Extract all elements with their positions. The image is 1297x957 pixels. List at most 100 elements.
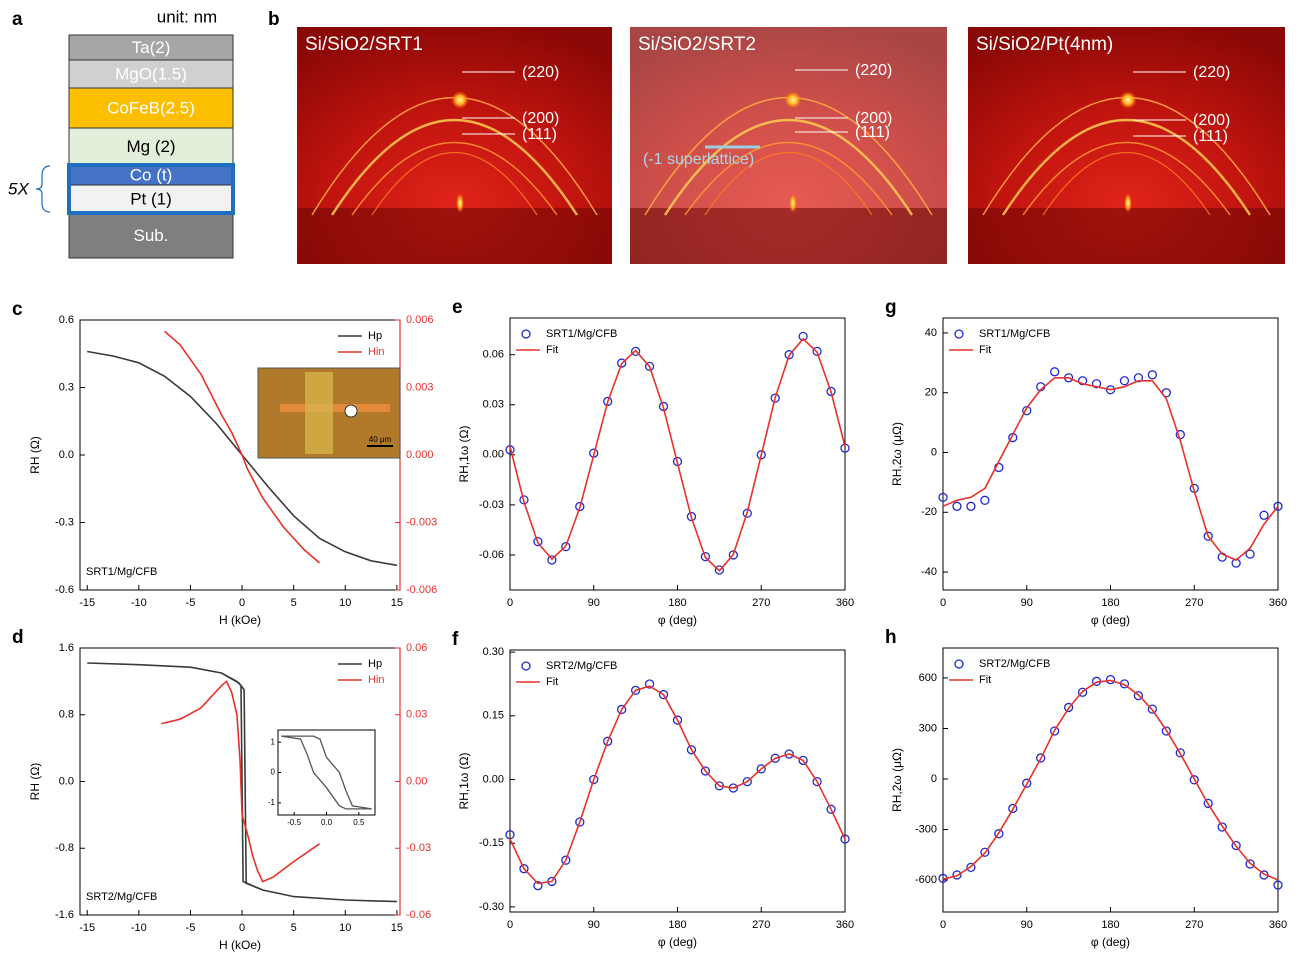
data-point — [1273, 501, 1283, 511]
y-tick-label: 0.0 — [59, 775, 74, 787]
x-tick-label: 270 — [1185, 919, 1203, 931]
data-point — [812, 776, 822, 787]
y-tick-label: 0.6 — [59, 314, 74, 326]
data-point — [1063, 702, 1074, 713]
series-line — [87, 662, 397, 903]
data-point — [966, 501, 976, 511]
series-line — [509, 685, 846, 885]
repeat-label: 5X — [8, 179, 29, 198]
data-point — [742, 776, 752, 787]
x-tick-label: 0 — [940, 597, 946, 609]
data-point — [1105, 385, 1116, 395]
data-point — [1077, 687, 1088, 697]
image-title: Si/SiO2/SRT1 — [305, 34, 423, 55]
peak-label: (200) — [855, 110, 892, 127]
diffraction-ring — [1042, 152, 1211, 216]
y2-tick-label: 0.006 — [406, 314, 434, 326]
x-tick-label: -5 — [186, 922, 196, 934]
legend-label: Hp — [368, 658, 382, 670]
y-tick-label: -0.3 — [55, 516, 74, 528]
y-tick-label: 0.00 — [483, 449, 504, 461]
data-point — [672, 715, 683, 725]
panel-letter: f — [452, 629, 459, 650]
y2-tick-label: 0.06 — [406, 642, 427, 654]
y-tick-label: -600 — [915, 874, 937, 886]
y-tick-label: -0.15 — [479, 837, 504, 849]
data-point — [561, 855, 571, 865]
panel-letter: c — [12, 299, 23, 320]
panel-annotation: SRT1/Mg/CFB — [86, 566, 157, 578]
x-tick-label: 270 — [1185, 597, 1203, 609]
y-axis-label: RH,2ω (μΩ) — [890, 422, 904, 486]
layer — [68, 34, 234, 61]
x-tick-label: 15 — [391, 597, 403, 609]
x-tick-label: 0 — [940, 919, 946, 931]
data-point — [798, 755, 808, 766]
y-tick-label: -0.03 — [479, 499, 504, 511]
data-point — [700, 551, 711, 562]
y2-tick-label: 0.003 — [406, 381, 434, 393]
x-axis-label: φ (deg) — [658, 935, 697, 949]
legend-label: Hp — [368, 330, 382, 342]
shadow-edge — [630, 208, 947, 264]
data-point — [784, 749, 794, 759]
data-point — [714, 565, 725, 575]
y-tick-label: 0.3 — [59, 381, 74, 393]
series-line — [942, 679, 1279, 881]
y-axis-label: RH,1ω (Ω) — [457, 425, 471, 482]
y-tick-label: 0.06 — [483, 349, 504, 361]
specular-spot — [789, 193, 797, 213]
series-line — [161, 680, 320, 883]
data-point — [770, 393, 780, 403]
data-point — [505, 830, 515, 840]
y-tick-label: -0.30 — [479, 901, 504, 913]
shadow-edge — [297, 208, 612, 264]
data-point — [952, 870, 962, 880]
data-point — [603, 736, 613, 746]
legend-label: SRT1/Mg/CFB — [546, 328, 617, 340]
y-tick-label: 300 — [919, 722, 937, 734]
legend-label: Fit — [979, 674, 991, 686]
data-point — [1008, 803, 1018, 814]
y-axis-label: RH (Ω) — [28, 436, 42, 474]
data-point — [561, 541, 571, 552]
data-point — [1105, 675, 1116, 685]
x-tick-label: 10 — [339, 922, 351, 934]
scale-bar-label: 40 μm — [369, 435, 392, 444]
inset-line — [281, 735, 372, 810]
data-point — [630, 346, 641, 357]
legend-label: SRT1/Mg/CFB — [979, 328, 1050, 340]
x-tick-label: 90 — [588, 919, 600, 931]
diffraction-spot — [451, 91, 469, 109]
x-tick-label: 5 — [291, 597, 297, 609]
diffraction-ring — [371, 151, 538, 216]
y-tick-label: 0.03 — [483, 399, 504, 411]
legend-marker — [954, 659, 964, 669]
y-tick-label: -300 — [915, 823, 937, 835]
data-point — [686, 511, 697, 522]
y-tick-label: -0.8 — [55, 842, 74, 854]
y-tick-label: 0 — [931, 446, 937, 458]
y-tick-label: -40 — [921, 566, 937, 578]
diffraction-ring — [330, 118, 579, 216]
x-tick-label: -15 — [79, 597, 95, 609]
data-point — [756, 764, 766, 774]
x-tick-label: 15 — [391, 922, 403, 934]
layer-label: Pt (1) — [130, 189, 172, 208]
data-point — [938, 492, 948, 502]
layer — [68, 212, 234, 259]
y2-tick-label: -0.006 — [406, 584, 437, 596]
y-tick-label: -0.6 — [55, 584, 74, 596]
x-tick-label: 0 — [507, 919, 513, 931]
data-point — [1119, 376, 1130, 386]
x-axis-label: H (kOe) — [219, 613, 261, 627]
plot-frame — [942, 647, 1279, 913]
inset-y-tick-label: -1 — [268, 798, 276, 807]
data-point — [1175, 748, 1185, 758]
data-point — [728, 550, 738, 560]
diffraction-ring — [351, 141, 558, 216]
data-point — [1050, 726, 1060, 736]
diffraction-ring — [663, 118, 914, 216]
data-point — [617, 704, 627, 715]
data-point — [1022, 778, 1032, 788]
